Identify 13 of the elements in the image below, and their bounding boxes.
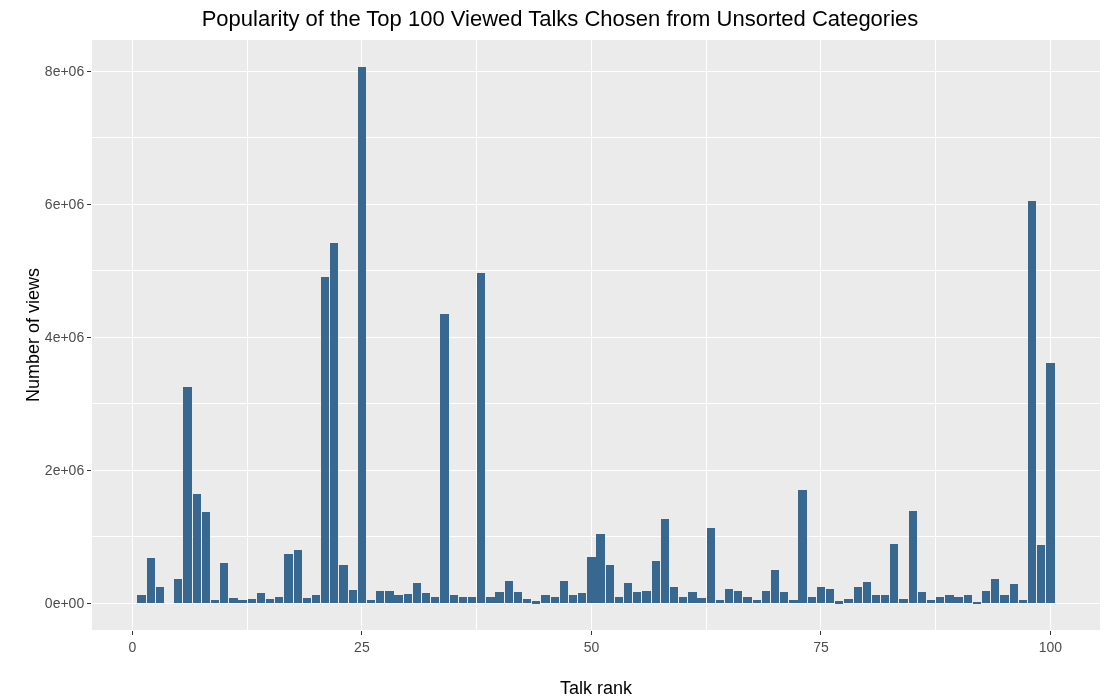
- y-tick-label: 2e+06: [44, 462, 85, 479]
- chart-title: Popularity of the Top 100 Viewed Talks Chosen from Unsorted Categories: [201, 5, 919, 31]
- x-axis-title: Talk rank: [559, 678, 634, 698]
- x-tick-label: 100: [1038, 638, 1063, 655]
- x-tick-label: 50: [583, 638, 600, 655]
- y-axis-title: Number of views: [22, 267, 43, 403]
- y-tick-label: 8e+06: [44, 63, 85, 80]
- x-tick-label: 25: [354, 638, 370, 655]
- x-tick-label: 0: [128, 638, 137, 655]
- y-tick-label: 0e+00: [44, 595, 85, 612]
- x-tick-label: 75: [813, 638, 829, 655]
- y-tick-label: 6e+06: [44, 196, 85, 213]
- y-tick-label: 4e+06: [44, 329, 85, 346]
